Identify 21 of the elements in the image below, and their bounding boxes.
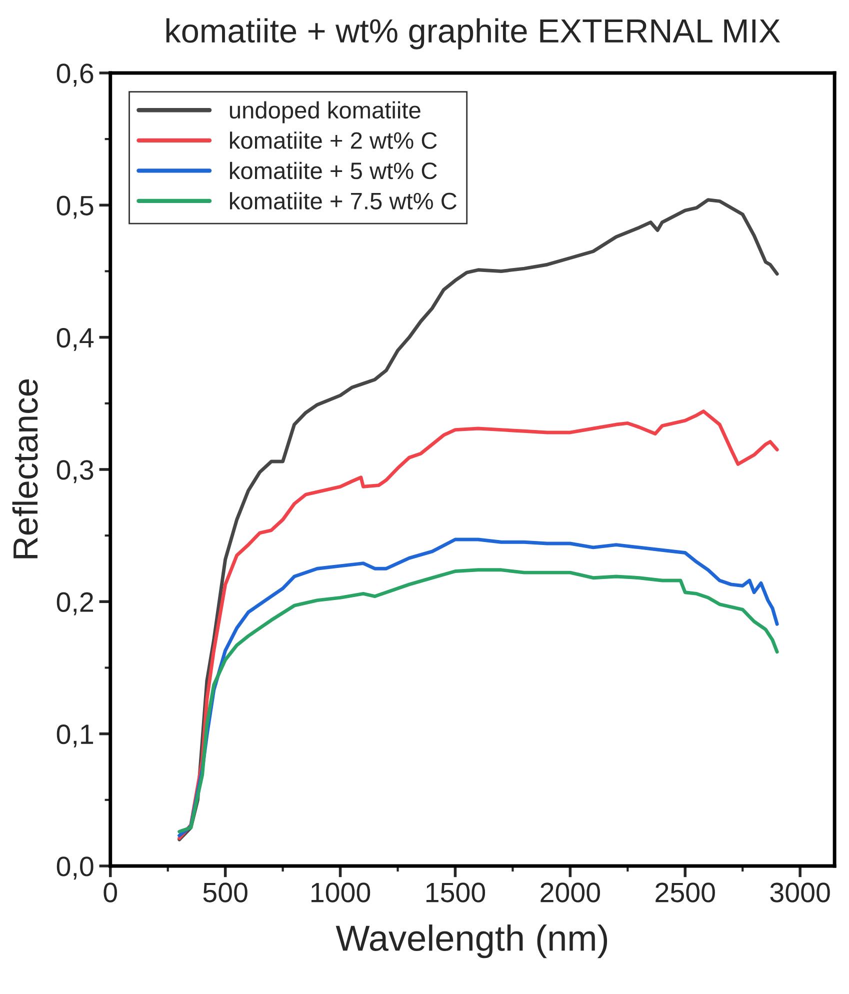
x-tick-label: 500: [203, 882, 248, 902]
legend-label: komatiite + 7.5 wt% C: [230, 192, 457, 210]
x-tick-label: 2000: [540, 882, 600, 902]
x-tick-label: 2500: [656, 882, 715, 902]
y-tick-label: 0,6: [56, 64, 94, 87]
x-tick-label: 1500: [426, 882, 486, 902]
legend-label: komatiite + 5 wt% C: [230, 162, 437, 180]
legend-label: undoped komatiite: [230, 101, 420, 124]
x-tick-label: 1000: [312, 882, 370, 902]
legend-label: komatiite + 2 wt% C: [230, 132, 437, 149]
x-tick-label: 3000: [770, 882, 830, 902]
y-tick-label: 0,1: [56, 724, 94, 748]
y-axis-title: Reflectance: [12, 379, 38, 558]
chart-title: komatiite + wt% graphite EXTERNAL MIX: [166, 18, 780, 50]
y-tick-label: 0,2: [56, 592, 94, 616]
y-tick-label: 0,5: [56, 196, 94, 219]
x-tick-label: 0: [104, 882, 118, 902]
x-axis-title: Wavelength (nm): [336, 924, 608, 958]
y-tick-label: 0,3: [56, 460, 94, 484]
y-tick-label: 0,0: [56, 856, 94, 880]
y-tick-label: 0,4: [56, 328, 94, 351]
